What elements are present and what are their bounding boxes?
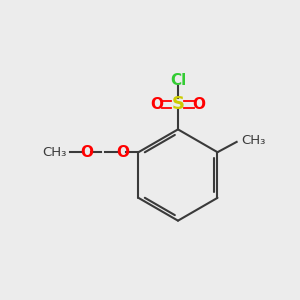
Text: O: O [80,145,93,160]
Text: CH₃: CH₃ [241,134,265,147]
Text: O: O [116,145,129,160]
Text: O: O [193,97,206,112]
Text: Cl: Cl [170,73,186,88]
Text: CH₃: CH₃ [43,146,67,159]
Text: O: O [150,97,163,112]
Text: S: S [172,95,184,113]
